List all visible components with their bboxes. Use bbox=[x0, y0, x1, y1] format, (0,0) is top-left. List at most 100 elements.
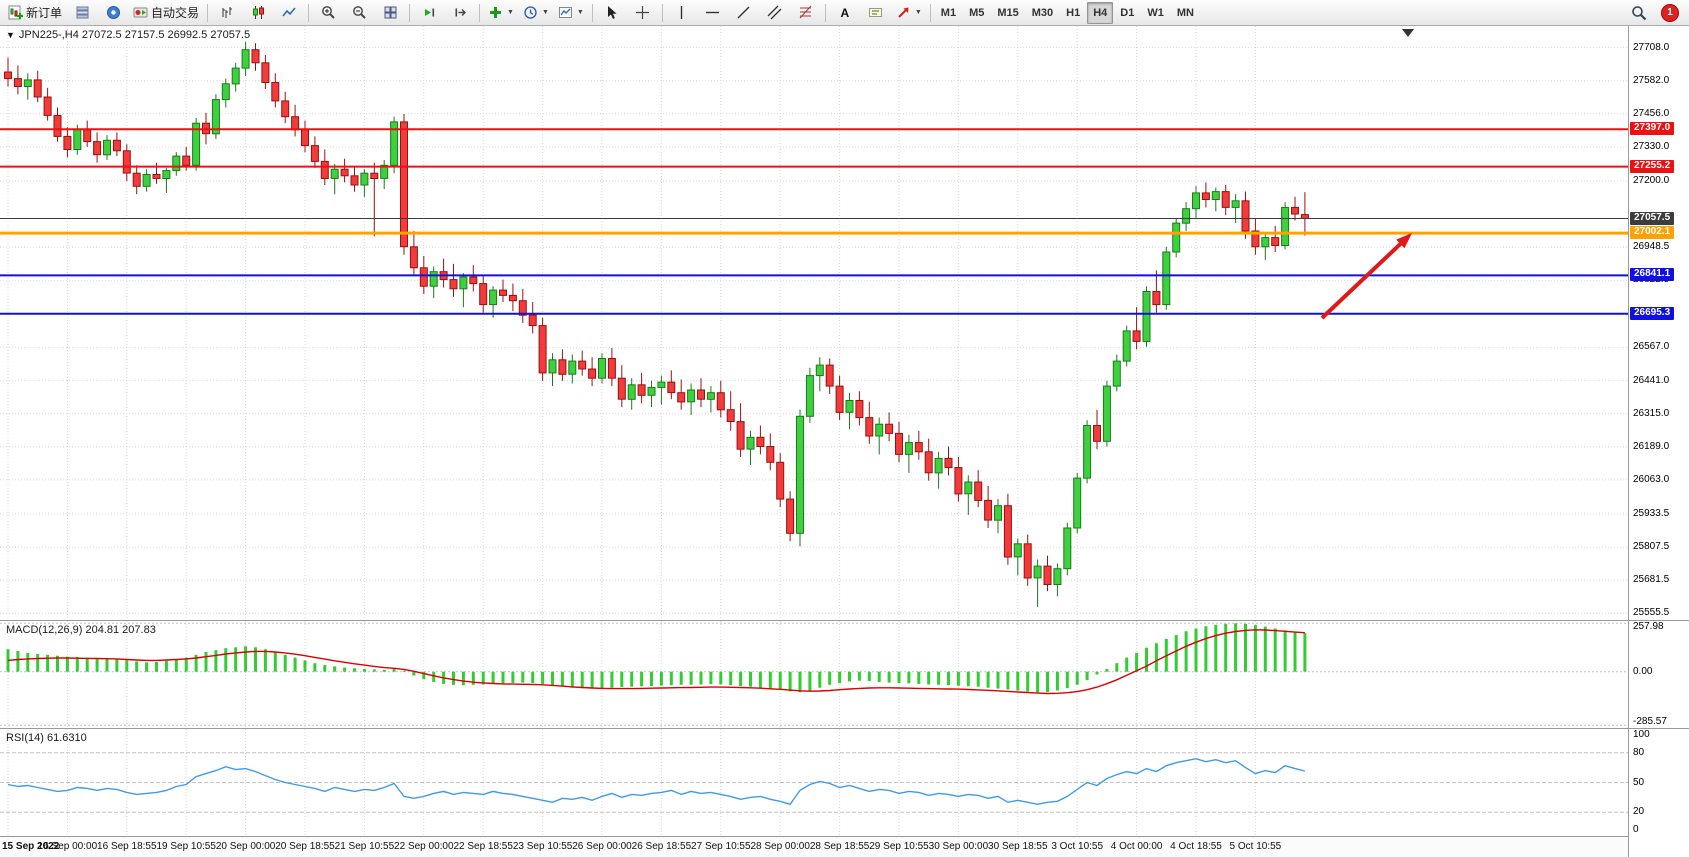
new-order-button[interactable]: 新订单 bbox=[4, 1, 66, 25]
horizontal-line-button[interactable] bbox=[698, 1, 728, 25]
chart-caption: ▼ JPN225-,H4 27072.5 27157.5 26992.5 2705… bbox=[6, 29, 250, 41]
candlestick-chart-button[interactable] bbox=[243, 1, 273, 25]
auto-scroll-button[interactable] bbox=[414, 1, 444, 25]
time-axis-label: 19 Sep 10:55 bbox=[156, 841, 216, 852]
arrows-button[interactable]: ▼ bbox=[892, 1, 926, 25]
rsi-axis-label: 100 bbox=[1633, 729, 1650, 740]
timeframe-button-mn[interactable]: MN bbox=[1176, 6, 1194, 19]
rsi-title: RSI(14) bbox=[6, 732, 44, 744]
crosshair-icon bbox=[636, 6, 650, 19]
price-axis-label: 25933.5 bbox=[1633, 507, 1670, 519]
timeframe-button-m5[interactable]: M5 bbox=[969, 6, 985, 19]
one-click-trading-toggle[interactable]: ▼ bbox=[6, 30, 15, 40]
time-axis-label: 23 Sep 10:55 bbox=[512, 841, 573, 852]
periods-button[interactable]: ▼ bbox=[519, 1, 553, 25]
zoom-in-icon bbox=[321, 6, 335, 19]
timeframe-button-h4[interactable]: H4 bbox=[1087, 1, 1114, 24]
toolbar-separator bbox=[591, 3, 593, 22]
line-chart-button[interactable] bbox=[274, 1, 304, 25]
rsi-axis-label: 0 bbox=[1633, 824, 1639, 835]
zoom-out-button[interactable] bbox=[344, 1, 374, 25]
tile-windows-button[interactable] bbox=[375, 1, 405, 25]
macd-axis-label: -285.57 bbox=[1633, 716, 1667, 727]
indicators-button[interactable]: ▼ bbox=[484, 1, 518, 25]
market-depth-icon bbox=[76, 6, 89, 19]
macd-panel[interactable]: MACD(12,26,9) 204.81 207.83 bbox=[0, 620, 1628, 728]
market-depth-button[interactable] bbox=[67, 1, 97, 25]
price-line-label: 27397.0 bbox=[1630, 122, 1675, 136]
channel-button[interactable] bbox=[760, 1, 790, 25]
chart-caption-text: JPN225-,H4 27072.5 27157.5 26992.5 27057… bbox=[18, 29, 251, 41]
label-button[interactable] bbox=[861, 1, 891, 25]
price-line-label: 26695.3 bbox=[1630, 306, 1675, 320]
rsi-axis[interactable]: 100 80 50 20 0 bbox=[1629, 728, 1689, 836]
price-axis-label: 27200.0 bbox=[1633, 175, 1670, 187]
time-axis[interactable]: 15 Sep 2022 16 Sep 00:00 16 Sep 18:55 19 Se… bbox=[0, 836, 1628, 857]
text-tool-icon: A bbox=[840, 5, 850, 20]
fibonacci-button[interactable] bbox=[791, 1, 821, 25]
rsi-values: 61.6310 bbox=[46, 732, 87, 744]
timeframe-button-h1[interactable]: H1 bbox=[1066, 6, 1081, 19]
price-chart-canvas[interactable] bbox=[0, 26, 1628, 620]
new-order-label: 新订单 bbox=[26, 6, 63, 20]
time-axis-label: 21 Sep 10:55 bbox=[334, 841, 395, 852]
tile-windows-icon bbox=[384, 6, 397, 19]
notification-badge: 1 bbox=[1661, 3, 1679, 22]
bar-chart-button[interactable] bbox=[212, 1, 242, 25]
timeframe-button-m15[interactable]: M15 bbox=[997, 6, 1019, 19]
time-axis-label: 16 Sep 00:00 bbox=[37, 841, 98, 852]
search-button[interactable] bbox=[1624, 1, 1654, 25]
price-axis-label: 26567.0 bbox=[1633, 341, 1670, 353]
rsi-axis-label: 80 bbox=[1633, 746, 1645, 758]
macd-title: MACD(12,26,9) bbox=[6, 624, 83, 636]
trendline-button[interactable] bbox=[729, 1, 759, 25]
search-icon bbox=[1632, 5, 1647, 20]
toolbar-separator bbox=[409, 3, 411, 22]
price-axis-label: 25681.5 bbox=[1633, 574, 1670, 586]
chart-shift-button[interactable] bbox=[445, 1, 475, 25]
price-axis[interactable]: 27708.0 27582.0 27456.0 27330.0 27200.0 26948… bbox=[1629, 26, 1689, 620]
rsi-panel[interactable]: RSI(14) 61.6310 bbox=[0, 728, 1628, 836]
timeframe-button-m30[interactable]: M30 bbox=[1031, 6, 1054, 19]
price-axis-label: 26189.0 bbox=[1633, 440, 1670, 452]
rsi-canvas[interactable] bbox=[0, 729, 1628, 836]
chevron-down-icon: ▼ bbox=[576, 9, 584, 16]
auto-scroll-icon bbox=[424, 8, 434, 17]
price-axis-label: 27708.0 bbox=[1633, 41, 1670, 53]
timeframe-button-w1[interactable]: W1 bbox=[1147, 6, 1164, 19]
toolbar-separator bbox=[661, 3, 663, 22]
price-axis-label: 27456.0 bbox=[1633, 107, 1670, 119]
autotrading-label: 自动交易 bbox=[151, 6, 200, 20]
macd-canvas[interactable] bbox=[0, 621, 1628, 728]
time-axis-label: 15 Sep 2022 bbox=[2, 841, 60, 852]
cursor-icon bbox=[608, 6, 617, 19]
zoom-in-button[interactable] bbox=[313, 1, 343, 25]
rsi-axis-label: 50 bbox=[1633, 776, 1645, 788]
price-line-label: 27057.5 bbox=[1630, 211, 1675, 225]
toolbar: 新订单 自动交易 bbox=[0, 0, 1689, 26]
chart-shift-icon bbox=[455, 8, 466, 17]
time-axis-label: 30 Sep 00:00 bbox=[928, 841, 989, 852]
templates-button[interactable]: ▼ bbox=[554, 1, 588, 25]
time-axis-label: 28 Sep 18:55 bbox=[809, 841, 870, 852]
autotrading-button[interactable]: 自动交易 bbox=[129, 1, 203, 25]
notifications-button[interactable]: 1 bbox=[1655, 1, 1685, 25]
timeframe-button-d1[interactable]: D1 bbox=[1120, 6, 1135, 19]
crosshair-button[interactable] bbox=[628, 1, 658, 25]
metaeditor-button[interactable] bbox=[98, 1, 128, 25]
toolbar-separator bbox=[308, 3, 310, 22]
time-axis-label: 3 Oct 10:55 bbox=[1051, 841, 1104, 852]
rsi-axis-label: 20 bbox=[1633, 806, 1645, 818]
cursor-button[interactable] bbox=[597, 1, 627, 25]
price-chart-panel[interactable]: ▼ JPN225-,H4 27072.5 27157.5 26992.5 2705… bbox=[0, 26, 1628, 620]
macd-axis[interactable]: 257.98 0.00 -285.57 bbox=[1629, 620, 1689, 728]
price-line-label: 26841.1 bbox=[1630, 268, 1675, 282]
autotrading-icon bbox=[133, 7, 148, 18]
timeframe-button-m1[interactable]: M1 bbox=[940, 6, 957, 19]
macd-axis-label: 0.00 bbox=[1633, 665, 1653, 677]
time-axis-label: 20 Sep 18:55 bbox=[275, 841, 335, 852]
time-axis-label: 26 Sep 00:00 bbox=[572, 841, 632, 852]
vertical-line-button[interactable] bbox=[667, 1, 697, 25]
text-button[interactable]: A bbox=[830, 1, 860, 25]
time-axis-label: 22 Sep 18:55 bbox=[453, 841, 513, 852]
